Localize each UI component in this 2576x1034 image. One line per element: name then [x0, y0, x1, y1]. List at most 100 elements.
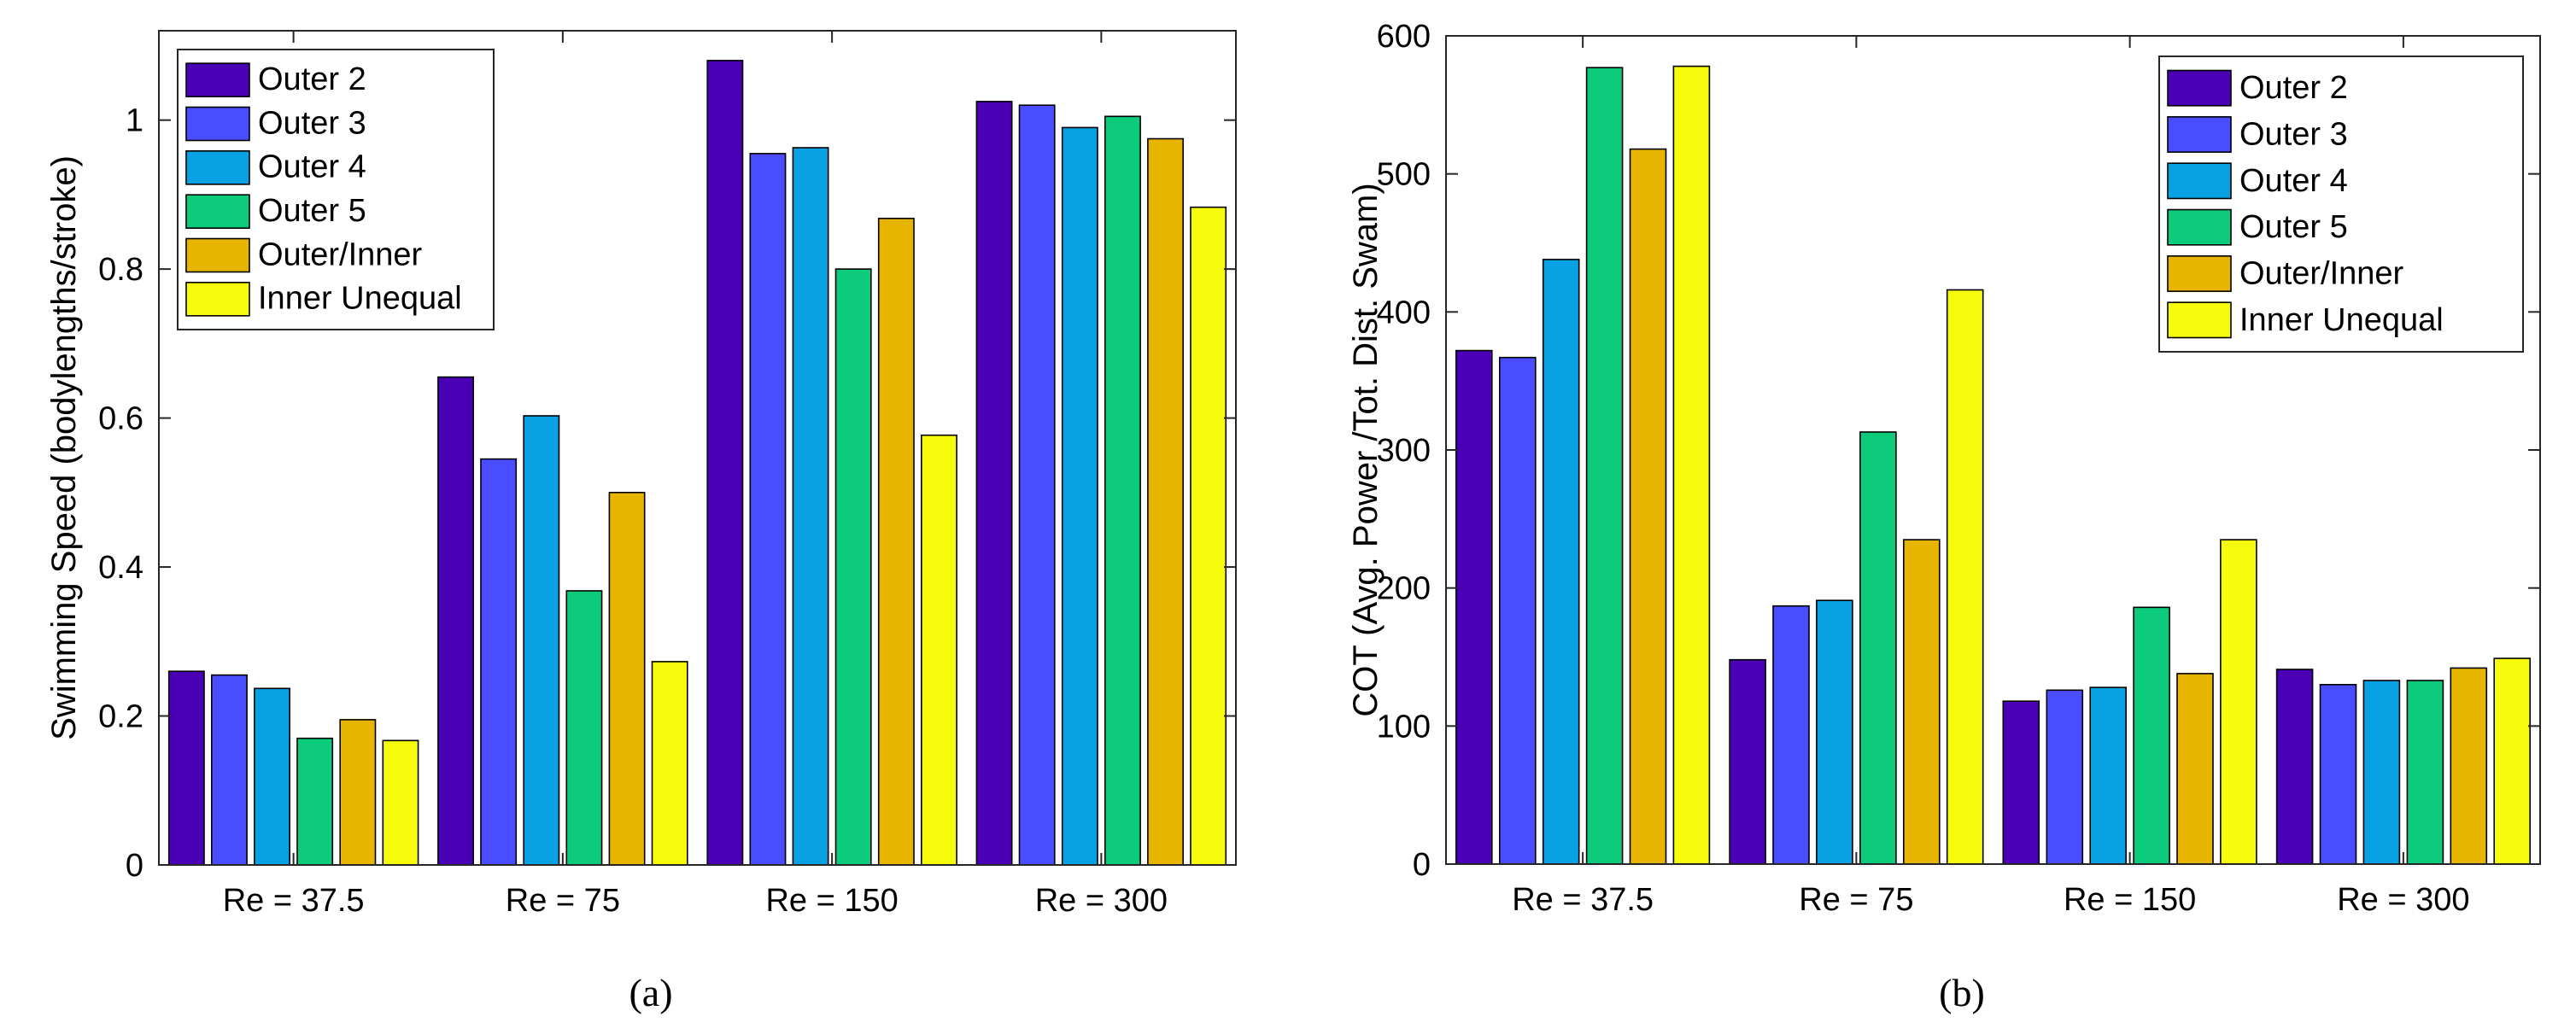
- x-tick-label: Re = 75: [1799, 882, 1913, 918]
- x-tick-label: Re = 75: [506, 883, 620, 919]
- bar-outer-5-4: [2406, 680, 2444, 865]
- bar-outer-5-2: [565, 590, 603, 866]
- bar-outer-4-3: [792, 147, 829, 866]
- legend-label-outer-2: Outer 2: [2239, 70, 2348, 106]
- legend-label-outer-3: Outer 3: [2239, 116, 2348, 152]
- x-tick-label: Re = 37.5: [1512, 882, 1654, 918]
- legend-swatch-inner-unequal: [185, 282, 250, 317]
- legend-label-inner-unequal: Inner Unequal: [258, 281, 462, 317]
- bar-outer-4-2: [523, 415, 560, 866]
- legend-swatch-outer-4: [185, 150, 250, 185]
- bar-outer-3-4: [2319, 683, 2357, 865]
- bar-inner-unequal-1: [382, 739, 419, 866]
- x-tick-label: Re = 150: [765, 883, 898, 919]
- y-tick-label: 0.8: [98, 252, 143, 288]
- plot-a: 0 0.2 0.4 0.6 0.8 1 Re = 37.5 Re = 75 Re = 150 Re…: [45, 30, 1237, 919]
- panel-a: 0 0.2 0.4 0.6 0.8 1 Re = 37.5 Re = 75 Re = 150 Re…: [45, 30, 1237, 1014]
- y-tick-label: 100: [1377, 709, 1431, 745]
- bar-outer-4-4: [2362, 680, 2401, 865]
- bar-outer-2-1: [1455, 349, 1493, 865]
- bar-outer-inner-4: [1147, 137, 1185, 866]
- panel-b: 0 100 200 300 400 500 600 Re = 37.5 Re = 75 Re = …: [1347, 19, 2541, 1014]
- legend-label-outer-3: Outer 3: [258, 105, 366, 141]
- bar-outer-3-3: [2046, 689, 2084, 865]
- bar-outer-3-1: [1499, 356, 1537, 865]
- y-tick-label: 0.2: [98, 699, 143, 735]
- legend-swatch-outer-5: [2167, 208, 2232, 246]
- legend-label-outer-2: Outer 2: [258, 61, 366, 97]
- bar-outer-2-2: [437, 376, 475, 866]
- bar-outer-inner-1: [339, 719, 377, 866]
- y-tick-label: 0.6: [98, 401, 143, 437]
- x-tick-label: Re = 300: [2337, 882, 2469, 918]
- bar-outer-2-2: [1729, 658, 1766, 865]
- bar-outer-inner-2: [1903, 539, 1941, 865]
- y-tick-label: 200: [1377, 571, 1431, 607]
- bar-inner-unequal-4: [2493, 657, 2531, 865]
- bar-outer-4-4: [1061, 126, 1098, 866]
- plot-b: 0 100 200 300 400 500 600 Re = 37.5 Re = 75 Re = …: [1347, 19, 2541, 918]
- bar-outer-5-3: [834, 268, 872, 866]
- bar-outer-4-2: [1816, 599, 1853, 865]
- legend-swatch-outer-5: [185, 194, 250, 229]
- y-tick-label: 300: [1377, 433, 1431, 469]
- legend-label-inner-unequal: Inner Unequal: [2239, 302, 2444, 338]
- x-tick-label: Re = 150: [2064, 882, 2196, 918]
- caption-a: (a): [629, 971, 672, 1014]
- legend-swatch-inner-unequal: [2167, 301, 2232, 339]
- y-tick-label: 0.4: [98, 550, 143, 586]
- bar-outer-2-4: [2275, 669, 2314, 865]
- bar-outer-3-2: [480, 458, 518, 866]
- bar-outer-inner-4: [2450, 667, 2488, 865]
- y-axis-label: Swimming Speed (bodylengths/stroke): [45, 155, 83, 740]
- y-tick-label: 600: [1377, 19, 1431, 55]
- legend-label-outer-5: Outer 5: [258, 193, 366, 229]
- legend-label-outer-5: Outer 5: [2239, 209, 2348, 245]
- legend-swatch-outer-2: [185, 62, 250, 97]
- bar-inner-unequal-3: [2220, 539, 2257, 865]
- bar-inner-unequal-4: [1190, 206, 1227, 866]
- bar-inner-unequal-2: [1946, 289, 1984, 865]
- bar-outer-3-1: [211, 674, 248, 866]
- bar-inner-unequal-3: [921, 434, 957, 866]
- bar-inner-unequal-1: [1672, 65, 1711, 865]
- legend-swatch-outer-3: [185, 106, 250, 142]
- bar-outer-5-1: [296, 737, 334, 866]
- axes-frame: [158, 30, 1237, 866]
- bar-outer-5-4: [1104, 115, 1141, 866]
- x-tick-label: Re = 37.5: [223, 883, 365, 919]
- legend-swatch-outer-2: [2167, 69, 2232, 107]
- bar-outer-2-4: [975, 101, 1013, 866]
- y-tick-label: 0: [126, 848, 143, 884]
- bar-outer-2-3: [706, 60, 744, 866]
- legend-label-outer-4: Outer 4: [258, 149, 366, 185]
- legend-swatch-outer-3: [2167, 116, 2232, 153]
- bar-outer-3-2: [1772, 605, 1810, 865]
- y-tick-label: 0: [1413, 847, 1431, 883]
- bar-outer-4-3: [2089, 686, 2127, 865]
- bar-outer-5-3: [2133, 606, 2170, 865]
- bar-outer-3-3: [749, 153, 787, 866]
- bar-outer-inner-1: [1629, 148, 1667, 865]
- bar-inner-unequal-2: [651, 661, 688, 866]
- bar-outer-5-2: [1859, 431, 1897, 865]
- bar-outer-2-3: [2002, 700, 2040, 865]
- bar-outer-2-1: [167, 670, 205, 866]
- bar-outer-inner-3: [2176, 673, 2214, 865]
- bar-outer-4-1: [1542, 259, 1580, 865]
- y-tick-label: 1: [126, 103, 143, 139]
- bar-outer-4-1: [254, 687, 290, 866]
- legend-label-outer-inner: Outer/Inner: [2239, 255, 2404, 291]
- bar-outer-inner-3: [877, 218, 915, 866]
- caption-b: (b): [1939, 971, 1985, 1014]
- legend-swatch-outer-inner: [185, 237, 250, 273]
- legend-label-outer-4: Outer 4: [2239, 163, 2348, 199]
- y-tick-label: 400: [1377, 295, 1431, 330]
- legend-label-outer-inner: Outer/Inner: [258, 237, 423, 272]
- legend-swatch-outer-inner: [2167, 255, 2232, 292]
- bar-outer-5-1: [1585, 67, 1624, 865]
- y-axis-label: COT (Avg. Power /Tot. Dist. Swam): [1347, 183, 1385, 716]
- bar-outer-3-4: [1018, 104, 1056, 866]
